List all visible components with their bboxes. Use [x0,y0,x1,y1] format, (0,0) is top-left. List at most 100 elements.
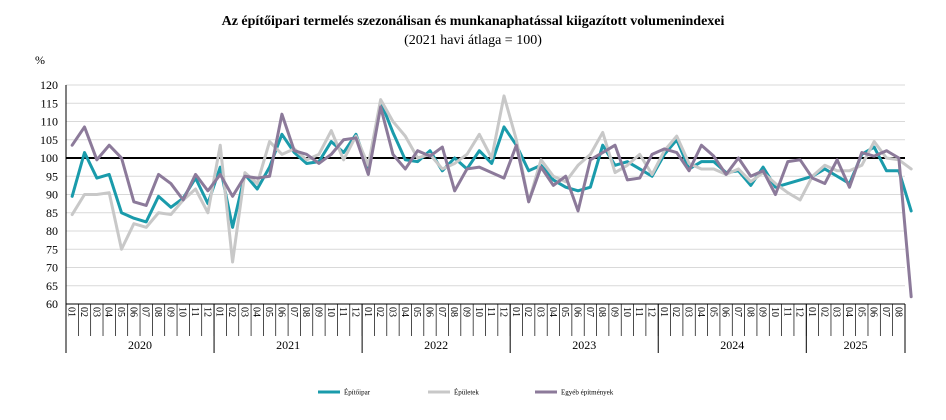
month-label: 04 [103,307,114,317]
month-label: 05 [855,307,866,317]
month-label: 11 [781,307,792,317]
month-label: 01 [66,307,77,317]
y-tick-label: 60 [46,297,58,311]
month-label: 10 [769,307,780,317]
month-label: 03 [535,307,546,317]
month-label: 01 [658,307,669,317]
month-label: 02 [818,307,829,317]
year-label: 2023 [572,338,596,352]
month-label: 01 [806,307,817,317]
month-label: 09 [609,307,620,317]
series-line-2 [70,94,913,264]
month-label: 08 [152,307,163,317]
month-label: 12 [201,307,212,317]
month-label: 11 [189,307,200,317]
y-tick-label: 115 [40,96,58,110]
month-label: 04 [843,307,854,317]
month-label: 05 [411,307,422,317]
month-label: 03 [683,307,694,317]
y-tick-label: 80 [46,224,58,238]
month-label: 04 [547,307,558,317]
month-label: 10 [621,307,632,317]
y-tick-label: 105 [40,133,58,147]
y-gridlines [66,84,905,305]
year-label: 2020 [128,338,152,352]
month-label: 08 [596,307,607,317]
month-label: 01 [510,307,521,317]
y-tick-label: 75 [46,242,58,256]
month-label: 06 [423,307,434,317]
y-tick-label: 90 [46,188,58,202]
month-label: 04 [399,307,410,317]
series-layer [70,94,913,299]
month-label: 09 [312,307,323,317]
year-label: 2022 [424,338,448,352]
y-tick-label: 110 [40,115,58,129]
month-label: 04 [251,307,262,317]
month-label: 07 [288,307,299,317]
year-label: 2024 [720,338,744,352]
month-label: 07 [732,307,743,317]
chart-subtitle: (2021 havi átlaga = 100) [404,33,542,48]
month-label: 07 [880,307,891,317]
month-label: 03 [90,307,101,317]
y-axis-label: % [35,53,45,67]
y-tick-label: 85 [46,206,58,220]
y-tick-label: 65 [46,279,58,293]
legend: Építőipar Épületek Egyéb építmények [318,389,614,397]
legend-entry-1: Építőipar [344,389,371,397]
y-tick-label: 95 [46,169,58,183]
month-label: 01 [362,307,373,317]
month-label: 10 [325,307,336,317]
y-tick-label: 120 [40,78,58,92]
y-tick-label: 70 [46,261,58,275]
month-label: 11 [337,307,348,317]
month-label: 06 [572,307,583,317]
month-label: 12 [498,307,509,317]
month-label: 02 [78,307,89,317]
month-label: 08 [892,307,903,317]
month-label: 06 [720,307,731,317]
month-label: 05 [263,307,274,317]
month-label: 06 [275,307,286,317]
year-label: 2021 [276,338,300,352]
month-label: 01 [214,307,225,317]
month-label: 02 [374,307,385,317]
month-label: 09 [757,307,768,317]
legend-entry-2: Épületek [454,389,479,397]
month-label: 09 [164,307,175,317]
month-label: 08 [300,307,311,317]
year-label: 2025 [844,338,868,352]
month-label: 12 [349,307,360,317]
month-label: 02 [670,307,681,317]
month-label: 08 [448,307,459,317]
month-label: 07 [140,307,151,317]
month-label: 05 [559,307,570,317]
month-label: 02 [226,307,237,317]
month-label: 11 [485,307,496,317]
y-tick-label: 100 [40,151,58,165]
month-label: 09 [460,307,471,317]
legend-entry-3: Egyéb építmények [561,389,614,397]
y-axis: 60 65 70 75 80 85 90 95 100 105 110 115 120 [40,78,67,311]
month-label: 11 [633,307,644,317]
month-label: 10 [473,307,484,317]
month-label: 06 [868,307,879,317]
month-label: 03 [238,307,249,317]
series-line-3 [70,105,913,299]
month-label: 04 [695,307,706,317]
month-label: 03 [386,307,397,317]
month-label: 07 [436,307,447,317]
month-label: 10 [177,307,188,317]
month-label: 06 [127,307,138,317]
month-label: 12 [646,307,657,317]
month-label: 03 [831,307,842,317]
month-label: 12 [794,307,805,317]
month-label: 02 [522,307,533,317]
month-label: 05 [115,307,126,317]
chart-title: Az építőipari termelés szezonálisan és m… [221,14,725,29]
month-label: 05 [707,307,718,317]
month-label: 07 [584,307,595,317]
